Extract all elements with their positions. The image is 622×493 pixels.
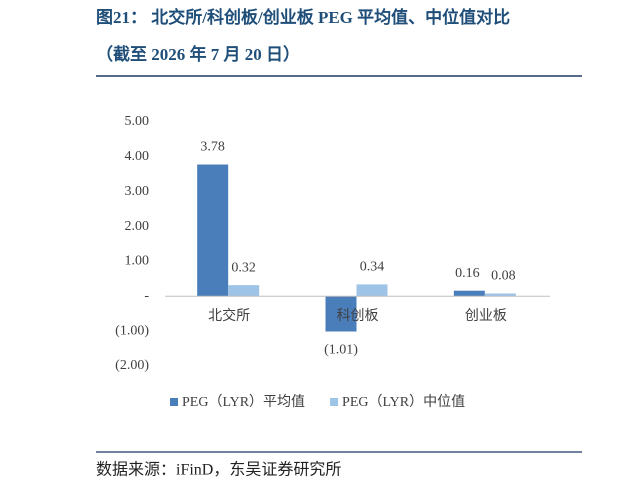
bar	[484, 293, 516, 297]
data-label: (1.01)	[324, 343, 358, 358]
data-label: 0.08	[491, 269, 516, 284]
data-label: 3.78	[200, 140, 225, 155]
y-tick-label: (1.00)	[115, 323, 149, 338]
y-tick-label: 1.00	[125, 254, 150, 269]
bar	[325, 296, 357, 332]
bar	[356, 284, 388, 297]
data-label: 0.34	[360, 260, 385, 275]
chart-subtitle: （截至 2026 年 7 月 20 日）	[96, 44, 300, 64]
legend-label: PEG（LYR）中位值	[342, 394, 465, 410]
x-tick-label: 创业板	[465, 308, 507, 324]
data-label: 0.16	[455, 266, 480, 281]
y-tick-label: 3.00	[125, 184, 150, 199]
y-tick-label: -	[144, 289, 149, 304]
y-tick-label: (2.00)	[115, 358, 149, 373]
x-tick-label: 科创板	[337, 308, 379, 324]
y-tick-label: 5.00	[125, 114, 150, 129]
y-tick-label: 4.00	[125, 149, 150, 164]
legend-swatch	[170, 398, 178, 406]
data-label: 0.32	[231, 260, 256, 275]
legend-swatch	[330, 398, 339, 406]
chart-title: 图21： 北交所/科创板/创业板 PEG 平均值、中位值对比	[96, 7, 510, 27]
source: 数据来源：iFinD，东吴证券研究所	[96, 461, 341, 479]
bar	[197, 164, 229, 297]
y-tick-label: 2.00	[125, 219, 150, 234]
x-tick-label: 北交所	[208, 307, 250, 324]
bar	[228, 285, 260, 297]
bar	[453, 290, 485, 297]
legend-label: PEG（LYR）平均值	[182, 394, 305, 410]
